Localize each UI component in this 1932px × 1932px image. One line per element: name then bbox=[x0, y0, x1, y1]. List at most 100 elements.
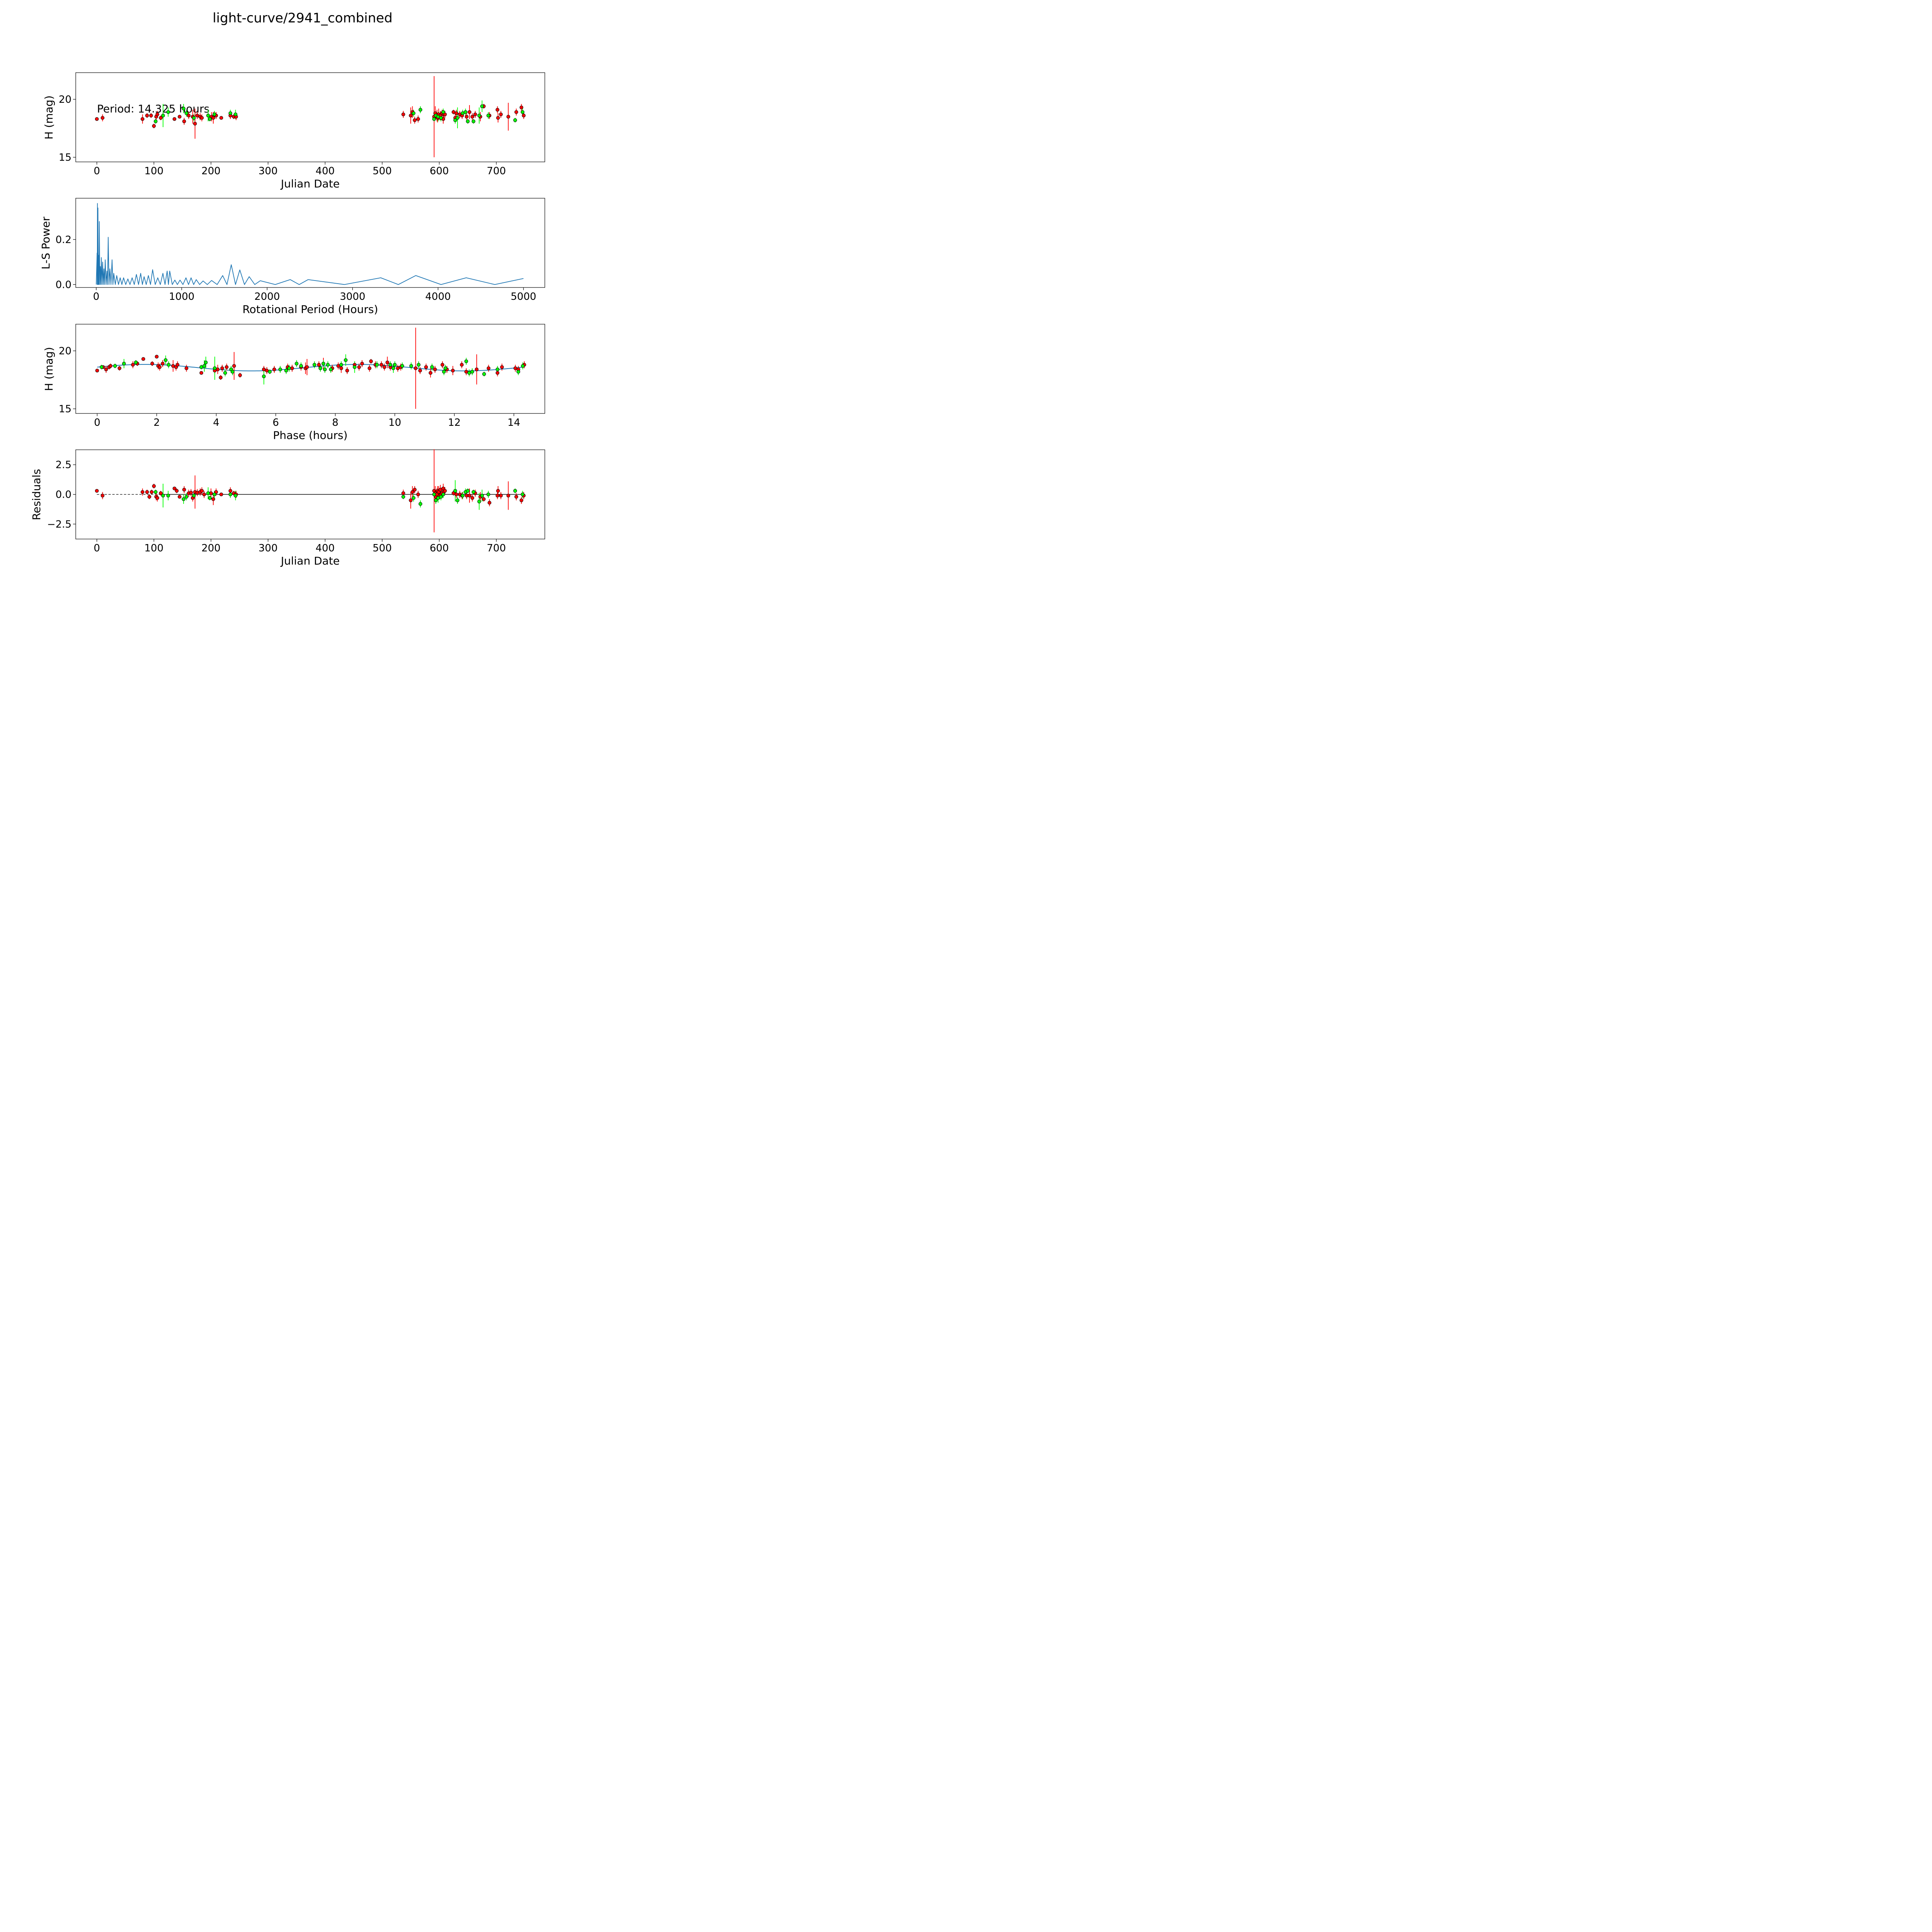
data-point bbox=[163, 358, 168, 362]
data-point bbox=[441, 492, 445, 497]
data-point bbox=[220, 366, 224, 370]
data-point bbox=[153, 490, 158, 494]
x-tick-label: 8 bbox=[332, 417, 338, 429]
y-tick-label: 20 bbox=[59, 345, 71, 357]
data-point bbox=[471, 119, 476, 123]
data-point bbox=[439, 116, 443, 120]
data-point bbox=[339, 366, 343, 370]
data-point bbox=[369, 359, 373, 363]
data-point bbox=[147, 495, 151, 499]
phased-curve-axes-frame bbox=[75, 324, 545, 414]
data-point bbox=[516, 370, 520, 374]
x-tick-label: 0 bbox=[94, 543, 100, 554]
data-point bbox=[193, 122, 197, 126]
data-point bbox=[513, 118, 517, 122]
data-point bbox=[141, 357, 145, 361]
data-point bbox=[520, 110, 525, 114]
data-point bbox=[228, 489, 233, 493]
data-point bbox=[486, 366, 491, 370]
data-point bbox=[192, 116, 196, 120]
data-point bbox=[352, 365, 357, 369]
data-point bbox=[153, 119, 158, 123]
x-tick-label: 2000 bbox=[254, 291, 280, 303]
data-point bbox=[499, 112, 503, 116]
data-point bbox=[486, 492, 490, 497]
data-point bbox=[145, 490, 149, 494]
x-tick-label: 5000 bbox=[511, 291, 536, 303]
data-point bbox=[461, 493, 465, 498]
figure-title: light-curve/2941_combined bbox=[213, 10, 393, 26]
data-point bbox=[495, 371, 500, 375]
y-tick-label: 15 bbox=[59, 152, 71, 163]
data-point bbox=[454, 492, 458, 497]
data-point bbox=[417, 363, 421, 367]
data-point bbox=[519, 498, 524, 502]
data-point bbox=[429, 371, 433, 375]
data-point bbox=[175, 489, 179, 493]
data-point bbox=[192, 493, 196, 498]
residuals-xlabel: Julian Date bbox=[280, 554, 340, 567]
phased-curve-ylabel: H (mag) bbox=[43, 347, 55, 391]
data-point bbox=[228, 111, 233, 115]
data-point bbox=[166, 110, 170, 114]
residuals-panel: Julian Date Residuals 0 100 200 300 400 500 60… bbox=[30, 449, 545, 567]
data-point bbox=[385, 361, 389, 364]
data-point bbox=[206, 491, 210, 495]
data-point bbox=[434, 498, 438, 502]
data-point bbox=[391, 366, 395, 370]
periodogram-axes-frame bbox=[75, 198, 545, 288]
data-point bbox=[177, 115, 182, 119]
data-point bbox=[383, 365, 386, 369]
residuals-ylabel: Residuals bbox=[30, 469, 43, 520]
data-point bbox=[204, 361, 208, 364]
data-point bbox=[388, 363, 393, 367]
data-point bbox=[213, 112, 216, 116]
period-annotation: Period: 14.325 hours bbox=[97, 102, 209, 115]
data-point bbox=[495, 493, 500, 498]
data-point bbox=[150, 362, 154, 366]
data-point bbox=[418, 369, 422, 372]
figure-background bbox=[0, 0, 596, 596]
data-point bbox=[471, 490, 476, 494]
data-point bbox=[466, 119, 470, 123]
x-tick-label: 0 bbox=[94, 417, 100, 429]
data-point bbox=[323, 367, 327, 371]
data-point bbox=[95, 117, 99, 121]
data-point bbox=[482, 497, 486, 501]
data-point bbox=[401, 491, 405, 495]
data-point bbox=[400, 364, 404, 368]
data-point bbox=[412, 111, 416, 115]
data-point bbox=[172, 486, 177, 490]
x-tick-label: 4 bbox=[213, 417, 219, 429]
data-point bbox=[104, 367, 108, 371]
data-point bbox=[182, 107, 185, 111]
data-point bbox=[480, 104, 484, 108]
data-point bbox=[477, 500, 481, 503]
data-point bbox=[432, 117, 436, 121]
data-point bbox=[430, 365, 434, 369]
data-point bbox=[228, 492, 233, 497]
x-tick-label: 100 bbox=[145, 165, 164, 177]
data-point bbox=[339, 363, 343, 367]
data-point bbox=[514, 495, 518, 499]
data-point bbox=[211, 116, 215, 120]
data-point bbox=[393, 363, 397, 367]
data-point bbox=[208, 117, 212, 121]
data-point bbox=[317, 363, 321, 367]
data-point bbox=[152, 124, 156, 128]
data-point bbox=[287, 366, 291, 370]
x-tick-label: 700 bbox=[487, 543, 506, 554]
data-point bbox=[172, 117, 177, 121]
data-point bbox=[268, 370, 272, 374]
data-point bbox=[109, 364, 112, 368]
periodogram-line bbox=[96, 203, 524, 285]
data-point bbox=[464, 115, 469, 119]
data-point bbox=[224, 365, 229, 369]
data-point bbox=[284, 369, 288, 372]
x-tick-label: 600 bbox=[430, 543, 449, 554]
data-point bbox=[152, 484, 156, 488]
data-point bbox=[432, 492, 436, 497]
data-point bbox=[208, 496, 212, 500]
data-point bbox=[219, 376, 223, 379]
data-point bbox=[418, 108, 422, 112]
